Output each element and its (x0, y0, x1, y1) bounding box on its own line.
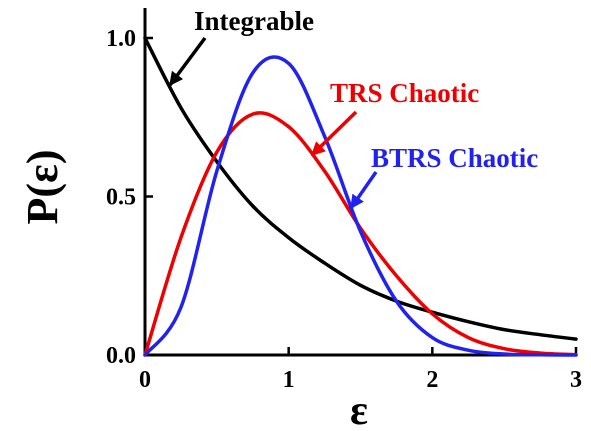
x-tick-label: 3 (570, 367, 582, 393)
plot-frame (143, 8, 576, 357)
x-tick-label: 1 (283, 367, 295, 393)
x-tick-label: 2 (426, 367, 438, 393)
series-layer (143, 36, 578, 357)
series-line-btrs-chaotic (143, 55, 578, 357)
y-tick-label: 0.5 (106, 185, 136, 211)
annotation-label-trs-chaotic: TRS Chaotic (330, 78, 479, 108)
annotations: Integrable TRS Chaotic BTRS Chaotic (168, 6, 538, 210)
y-tick-label: 1.0 (106, 26, 136, 52)
series-line-trs-chaotic (143, 111, 578, 357)
x-tick-label: 0 (139, 367, 151, 393)
annotation-arrow-trs-chaotic (310, 110, 358, 157)
annotation-arrow-integrable (168, 36, 207, 87)
x-axis-title: ε (350, 388, 368, 431)
annotation-label-integrable: Integrable (194, 6, 314, 36)
ticks: 0 1 2 3 0.0 0.5 1.0 (106, 26, 582, 393)
annotation-label-btrs-chaotic: BTRS Chaotic (371, 143, 538, 173)
y-axis-title: P(ε) (18, 150, 67, 225)
y-tick-label: 0.0 (106, 343, 136, 369)
annotation-arrow-btrs-chaotic (349, 171, 378, 210)
